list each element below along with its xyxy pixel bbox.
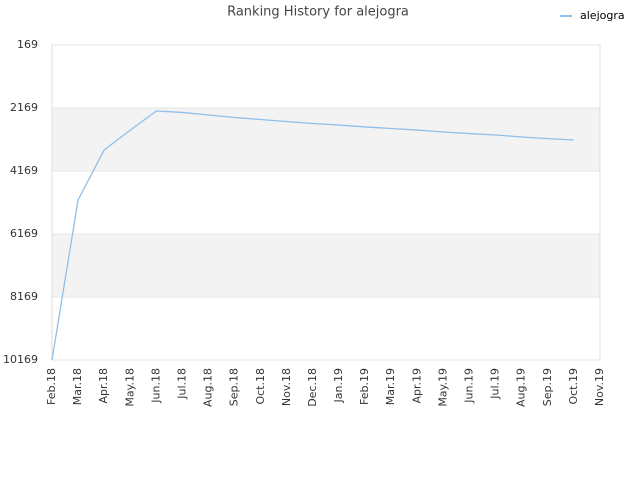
legend-label: alejogra (580, 9, 625, 22)
x-tick-label: May.18 (123, 368, 136, 407)
x-tick-label: Nov.19 (593, 368, 606, 406)
x-tick-label: Feb.18 (45, 368, 58, 405)
x-tick-label: May.19 (436, 368, 449, 407)
x-tick-label: Jun.19 (463, 368, 476, 404)
x-tick-label: Apr.19 (410, 368, 423, 404)
x-tick-label: Oct.19 (567, 368, 580, 405)
x-tick-label: Jul.18 (175, 368, 188, 400)
x-tick-label: Apr.18 (97, 368, 110, 404)
grid-band (52, 234, 600, 297)
x-tick-label: Sep.19 (541, 368, 554, 406)
y-tick-label: 2169 (10, 101, 38, 114)
y-tick-label: 8169 (10, 290, 38, 303)
x-tick-label: Jul.19 (489, 368, 502, 400)
plot-frame (51, 44, 601, 361)
y-tick-label: 10169 (3, 353, 38, 366)
x-tick-label: Dec.18 (306, 368, 319, 407)
x-tick-label: Nov.18 (280, 368, 293, 406)
x-tick-label: Mar.18 (71, 368, 84, 405)
x-tick-label: Jan.19 (332, 368, 345, 403)
x-tick-label: Oct.18 (254, 368, 267, 405)
y-tick-label: 6169 (10, 227, 38, 240)
x-tick-label: Mar.19 (384, 368, 397, 405)
x-tick-label: Jun.18 (149, 368, 162, 404)
x-tick-label: Aug.18 (202, 368, 215, 407)
x-tick-label: Feb.19 (358, 368, 371, 405)
grid-band (52, 108, 600, 171)
x-tick-label: Aug.19 (515, 368, 528, 407)
y-tick-label: 169 (17, 38, 38, 51)
y-tick-label: 4169 (10, 164, 38, 177)
chart-title: Ranking History for alejogra (227, 5, 409, 20)
x-tick-label: Sep.18 (228, 368, 241, 406)
series-line (51, 110, 574, 361)
